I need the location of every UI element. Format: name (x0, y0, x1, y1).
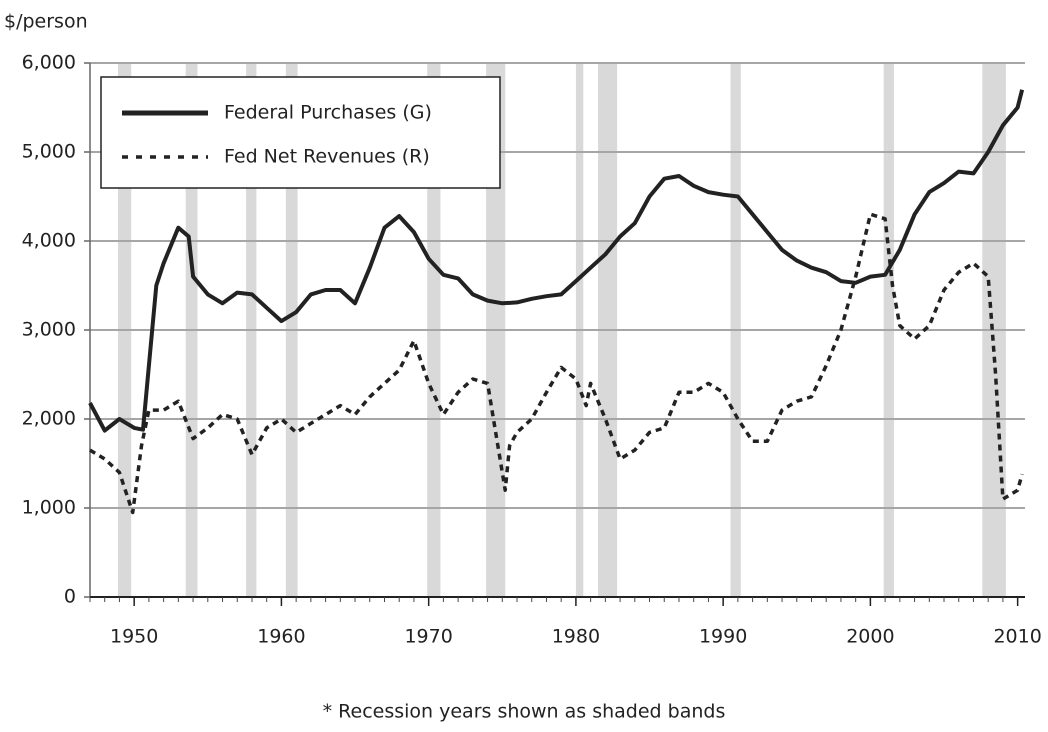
x-tick-label: 1950 (110, 626, 158, 648)
y-unit-label: $/person (4, 11, 88, 33)
y-tick-label: 0 (64, 586, 76, 608)
legend-label: Fed Net Revenues (R) (224, 146, 430, 168)
y-tick-label: 3,000 (22, 319, 76, 341)
line-series (88, 89, 1025, 433)
x-tick-label: 1990 (699, 626, 747, 648)
y-tick-label: 6,000 (22, 52, 76, 74)
y-tick-label: 1,000 (22, 497, 76, 519)
legend-box (100, 76, 501, 189)
x-tick-label: 1970 (404, 626, 452, 648)
x-tick-label: 1980 (552, 626, 600, 648)
legend: Federal Purchases (G) Fed Net Revenues (R… (100, 76, 501, 189)
line-series (89, 212, 1024, 515)
y-tick-label: 5,000 (22, 141, 76, 163)
x-tick-label: 1960 (257, 626, 305, 648)
legend-label: Federal Purchases (G) (224, 102, 432, 124)
y-tick-label: 4,000 (22, 230, 76, 252)
y-tick-label: 2,000 (22, 408, 76, 430)
footnote: * Recession years shown as shaded bands (323, 701, 726, 723)
x-tick-label: 2010 (993, 626, 1041, 648)
x-tick-label: 2000 (846, 626, 894, 648)
